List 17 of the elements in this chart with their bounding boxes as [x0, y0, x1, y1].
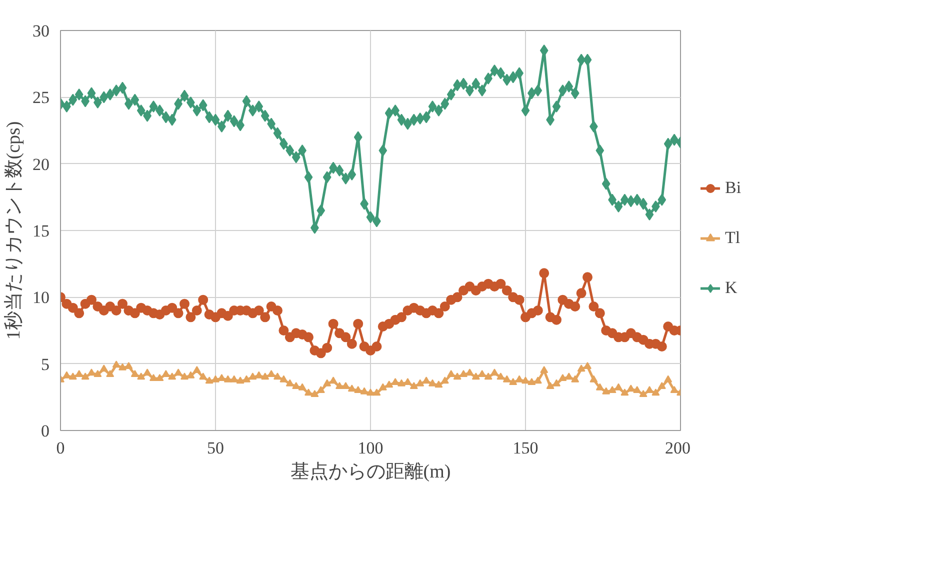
- legend-label: Bi: [725, 178, 742, 198]
- legend-label: Tl: [725, 228, 742, 248]
- y-tick-label: 10: [32, 288, 50, 308]
- y-tick-label: 15: [32, 222, 50, 240]
- x-axis-title: 基点からの距離(m): [290, 462, 451, 482]
- y-axis-title: 1秒当たりカウント数(cps): [4, 121, 24, 340]
- y-tick-label: 30: [32, 22, 50, 40]
- x-tick-label: 100: [358, 438, 384, 458]
- y-tick-label: 0: [41, 422, 50, 440]
- x-tick-label: 0: [56, 438, 65, 458]
- y-tick-label: 20: [32, 154, 50, 174]
- x-tick-label: 50: [207, 438, 224, 458]
- x-tick-label: 150: [512, 438, 538, 458]
- y-tick-label: 25: [32, 88, 50, 108]
- y-tick-label: 5: [41, 354, 50, 374]
- legend-label: K: [725, 278, 738, 298]
- x-tick-label: 200: [665, 438, 690, 458]
